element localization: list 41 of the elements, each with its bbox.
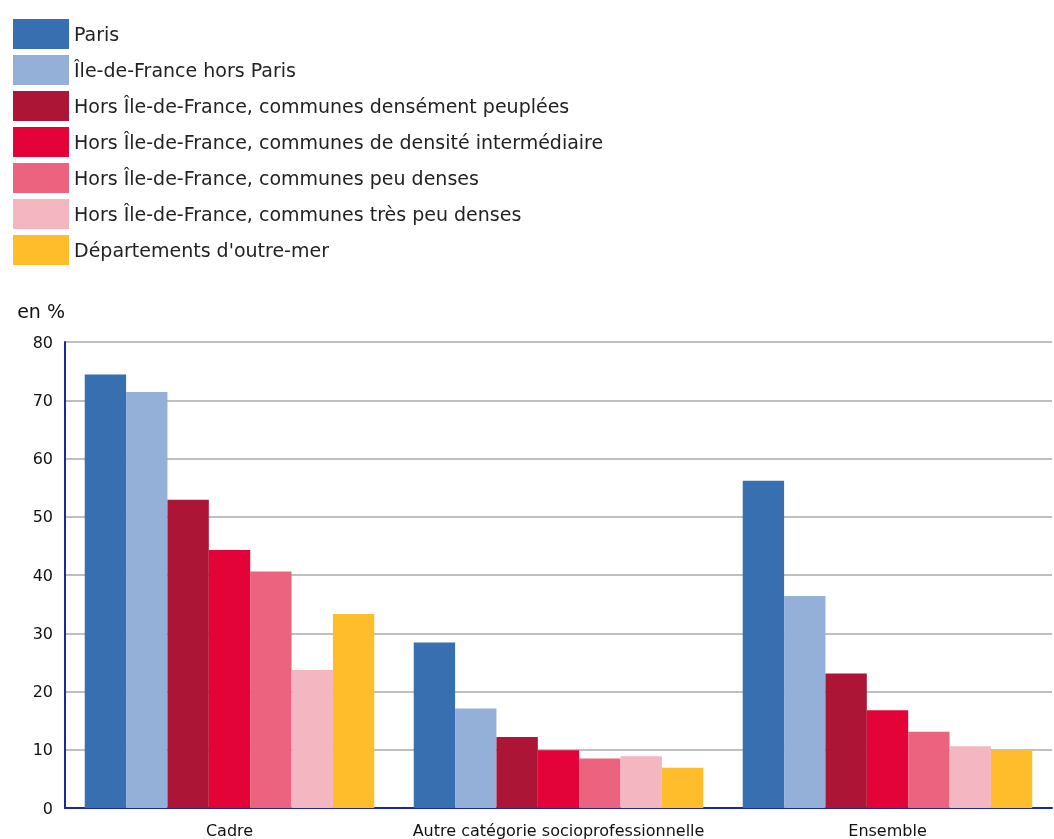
bar [167,499,209,808]
y-axis-title: en % [17,299,65,322]
y-tick-label: 20 [32,682,53,701]
bar [250,571,292,808]
legend-label: Départements d'outre-mer [74,239,330,261]
bar [126,392,168,808]
bar [620,756,662,808]
bar [291,669,333,808]
bar [208,549,251,808]
bar [413,642,456,808]
bar [496,736,538,808]
y-tick-label: 60 [32,449,53,468]
bar [825,673,867,808]
legend-label: Hors Île-de-France, communes de densité intermédiaire [74,131,604,153]
legend-label: Hors Île-de-France, communes peu denses [74,167,479,189]
y-tick-label: 70 [32,390,53,410]
y-tick-label: 0 [42,798,53,818]
bar [949,746,991,808]
bar [866,710,909,808]
bar [455,708,497,808]
x-tick-label: Ensemble [848,820,927,839]
y-tick-label: 30 [32,623,53,643]
bar [661,767,704,808]
bar [990,750,1033,808]
bar [908,731,950,808]
bar [332,614,375,808]
y-tick-label: 50 [32,507,53,527]
x-tick-label: Cadre [205,820,254,839]
x-tick-label: Autre catégorie socioprofessionnelle [412,820,705,839]
legend-label: Île-de-France hors Paris [73,59,296,81]
y-tick-label: 40 [32,565,53,585]
bar [579,758,621,808]
bar [84,374,127,808]
y-tick-label: 10 [32,740,53,760]
legend-label: Hors Île-de-France, communes densément peuplées [74,95,570,117]
legend-label: Paris [74,23,120,45]
bar [742,480,785,808]
y-tick-label: 80 [32,332,53,352]
bar [537,750,580,808]
bar [784,595,826,808]
legend-label: Hors Île-de-France, communes très peu denses [74,203,522,225]
